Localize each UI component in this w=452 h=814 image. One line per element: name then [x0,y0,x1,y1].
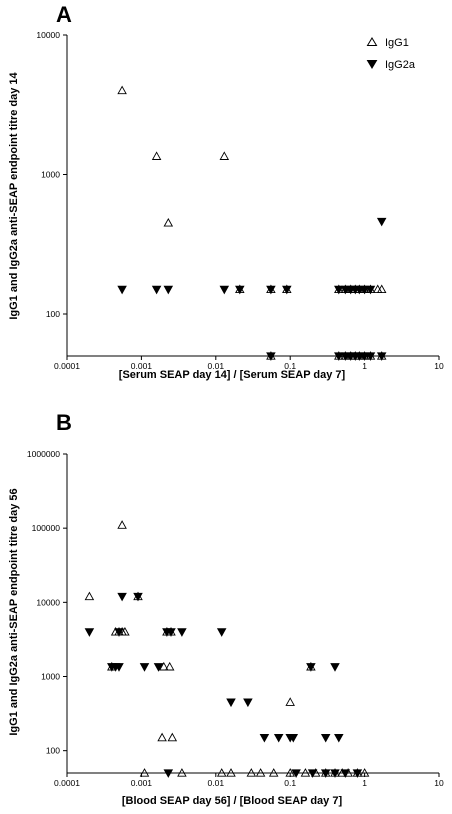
x-tick-label: 0.1 [284,778,296,788]
igg2a-point [133,592,143,602]
x-tick-label: 0.01 [208,778,225,788]
y-tick-label: 10000 [36,30,60,40]
igg2a-point [365,285,376,295]
panel-a-points [117,85,387,361]
legend-open-triangle-icon [366,37,378,46]
igg1-point [164,661,175,671]
igg1-point [376,284,387,294]
x-tick-label: 0.0001 [54,361,80,371]
y-tick-label: 1000 [41,672,60,682]
legend-label-igg2a: IgG2a [385,59,416,71]
x-tick-label: 0.001 [131,361,153,371]
igg1-point [120,626,130,636]
panel-a-x-axis-title: [Serum SEAP day 14] / [Serum SEAP day 7] [119,369,346,381]
panel-b-letter: B [56,410,72,435]
igg2a-point [117,592,127,602]
igg2a-point [282,285,292,295]
igg2a-point [163,285,174,295]
igg2a-point [243,698,253,708]
igg2a-point [114,663,124,672]
y-tick-label: 100 [46,309,60,319]
igg2a-point [216,628,227,637]
x-tick-label: 0.01 [208,361,225,371]
x-tick-label: 0.001 [131,778,153,788]
panel-b-x-axis-title: [Blood SEAP day 56] / [Blood SEAP day 7] [122,795,343,807]
y-tick-label: 10000 [36,597,60,607]
igg2a-point [84,628,95,637]
igg2a-point [139,663,150,672]
igg1-point [285,697,295,706]
y-tick-label: 100000 [32,523,61,533]
igg2a-point [376,217,387,227]
igg2a-point [219,285,230,295]
igg1-point [117,85,127,95]
x-tick-label: 1 [362,778,367,788]
y-tick-label: 1000 [41,170,60,180]
igg1-point [157,732,167,742]
igg2a-point [114,628,124,637]
igg2a-point [166,628,176,637]
igg1-point [219,151,230,160]
igg2a-point [235,285,245,295]
panel-a: A 0.0001 0.001 0.01 0.1 1 10 100 1000 10000 [Ser… [8,2,444,381]
panel-a-letter: A [56,2,72,27]
igg2a-point [151,285,162,295]
igg1-point [163,217,174,227]
igg2a-point [153,663,164,672]
panel-a-ticks: 0.0001 0.001 0.01 0.1 1 10 100 1000 10000 [36,30,444,371]
panel-b-ticks: 0.0001 0.001 0.01 0.1 1 10 100 1000 10000 100000 1… [27,449,444,788]
igg1-point [84,591,95,601]
igg2a-point [177,628,187,637]
legend-label-igg1: IgG1 [385,37,409,49]
igg2a-point [334,733,344,743]
y-tick-label: 100 [46,746,60,756]
x-tick-label: 0.0001 [54,778,80,788]
panel-a-legend: IgG1 IgG2a [366,37,416,71]
igg1-point [151,151,162,160]
legend-item-igg2a: IgG2a [366,59,416,71]
panel-b: B 0.0001 0.001 0.01 0.1 1 10 100 1000 10000 10000… [8,410,444,807]
igg2a-point [334,285,344,295]
igg2a-point [359,285,370,295]
igg1-point [167,732,178,742]
igg2a-point [288,733,299,743]
panel-a-axes [66,35,439,357]
y-tick-label: 1000000 [27,449,60,459]
legend-item-igg1: IgG1 [366,37,409,49]
igg1-point [117,520,127,529]
igg2a-point [117,285,127,295]
x-tick-label: 10 [434,778,444,788]
x-tick-label: 10 [434,361,444,371]
x-tick-label: 1 [362,361,367,371]
igg2a-point [306,663,316,672]
igg1-point [159,661,169,671]
panel-b-y-axis-title: IgG1 and IgG2a anti-SEAP endpoint titre … [8,488,20,735]
panel-b-axes [66,454,439,774]
igg2a-point [226,698,236,708]
igg2a-point [259,733,270,743]
igg2a-point [273,733,284,743]
igg2a-point [266,285,276,295]
igg2a-point [330,663,340,672]
igg2a-point [320,733,331,743]
panel-a-y-axis-title: IgG1 and IgG2a anti-SEAP endpoint titre … [8,71,20,319]
panel-b-points [84,520,370,778]
x-tick-label: 0.1 [284,361,296,371]
legend-filled-triangle-icon [366,60,378,69]
igg1-point [372,284,383,294]
